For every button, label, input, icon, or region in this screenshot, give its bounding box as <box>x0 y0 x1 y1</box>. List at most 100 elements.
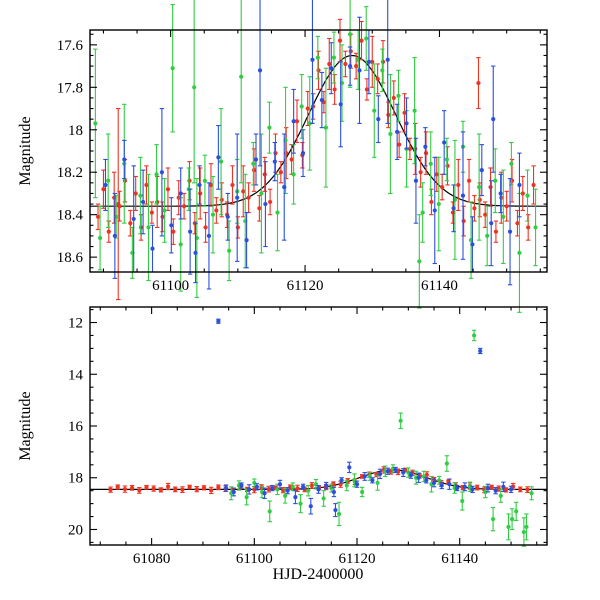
data-point <box>293 495 298 500</box>
data-point <box>476 80 481 86</box>
data-point <box>402 110 407 115</box>
data-point <box>162 208 167 213</box>
data-point <box>413 178 419 183</box>
data-point <box>439 483 444 488</box>
data-point <box>385 57 390 62</box>
data-point <box>521 529 526 535</box>
data-point <box>299 104 304 109</box>
data-point <box>518 487 523 492</box>
data-point <box>531 182 536 188</box>
data-point <box>357 68 362 73</box>
data-point <box>289 157 294 162</box>
data-point <box>506 524 511 529</box>
data-point <box>376 117 381 122</box>
data-point <box>231 489 236 495</box>
data-point <box>106 229 111 234</box>
data-point <box>282 184 287 190</box>
y-tick-label: 12 <box>68 316 83 332</box>
panel-top: 61100 61120 61140 17.6 17.8 18 18.2 18.4 18.6 <box>57 0 548 313</box>
data-point <box>475 485 480 490</box>
y-tick-label: 16 <box>68 419 84 435</box>
x-tick-label: 61140 <box>421 278 458 294</box>
data-point <box>352 478 357 483</box>
series-green <box>229 329 534 547</box>
data-point <box>95 214 101 219</box>
data-point <box>485 233 490 239</box>
data-point <box>128 221 133 226</box>
data-point <box>509 161 514 166</box>
data-point <box>206 233 212 239</box>
data-point <box>165 187 171 192</box>
data-point <box>197 182 202 188</box>
data-point <box>525 487 530 492</box>
data-point <box>155 199 160 205</box>
data-point <box>517 250 522 255</box>
data-point <box>434 172 439 177</box>
data-point <box>244 238 249 243</box>
data-point <box>404 121 409 126</box>
data-point <box>323 125 328 130</box>
data-point <box>311 104 316 109</box>
data-point <box>133 191 138 196</box>
y-tick-label: 18.4 <box>57 208 84 224</box>
data-point <box>219 197 224 202</box>
data-point <box>246 195 251 200</box>
data-point <box>440 184 445 190</box>
data-point <box>375 480 380 486</box>
data-point <box>333 507 338 513</box>
data-point <box>388 131 393 137</box>
data-point <box>366 59 372 64</box>
data-point <box>525 193 530 198</box>
data-point <box>216 485 221 490</box>
series-blue <box>216 318 514 518</box>
data-point <box>223 485 229 491</box>
data-point <box>227 248 232 253</box>
data-point <box>93 121 98 126</box>
data-point <box>308 504 313 509</box>
data-point <box>151 486 156 491</box>
data-point <box>471 333 477 338</box>
data-point <box>498 191 503 196</box>
data-point <box>316 487 321 492</box>
data-point <box>239 74 244 79</box>
data-point <box>485 485 491 491</box>
data-point <box>420 210 425 215</box>
data-point <box>483 489 488 495</box>
data-point <box>122 178 128 183</box>
data-point <box>393 467 398 473</box>
data-point <box>417 259 422 264</box>
data-point <box>187 484 192 490</box>
y-tick-label: 18.6 <box>57 250 84 266</box>
data-point <box>477 184 482 190</box>
data-point <box>451 206 456 211</box>
data-point <box>362 474 367 479</box>
data-point <box>210 212 216 217</box>
series-green <box>93 0 538 313</box>
data-point <box>115 484 120 490</box>
data-point <box>310 57 315 62</box>
data-point <box>230 182 235 188</box>
data-point <box>306 488 311 493</box>
x-tick-label: 61080 <box>133 551 171 567</box>
data-point <box>300 151 306 156</box>
data-point <box>178 191 183 196</box>
data-point <box>509 517 515 522</box>
data-point <box>235 195 240 200</box>
data-point <box>507 229 513 234</box>
data-point <box>315 55 320 60</box>
data-point <box>360 489 365 495</box>
data-point <box>171 229 176 234</box>
data-point <box>239 483 244 488</box>
data-point <box>515 221 520 226</box>
data-point <box>337 38 343 43</box>
data-point <box>146 225 151 230</box>
panel-bottom: 61080 61100 61120 61140 12 14 16 18 20 <box>68 306 548 567</box>
data-point <box>398 418 403 423</box>
data-point <box>277 482 283 487</box>
data-point <box>428 161 433 166</box>
data-point <box>491 117 496 122</box>
data-point <box>418 170 423 175</box>
data-point <box>173 487 178 492</box>
